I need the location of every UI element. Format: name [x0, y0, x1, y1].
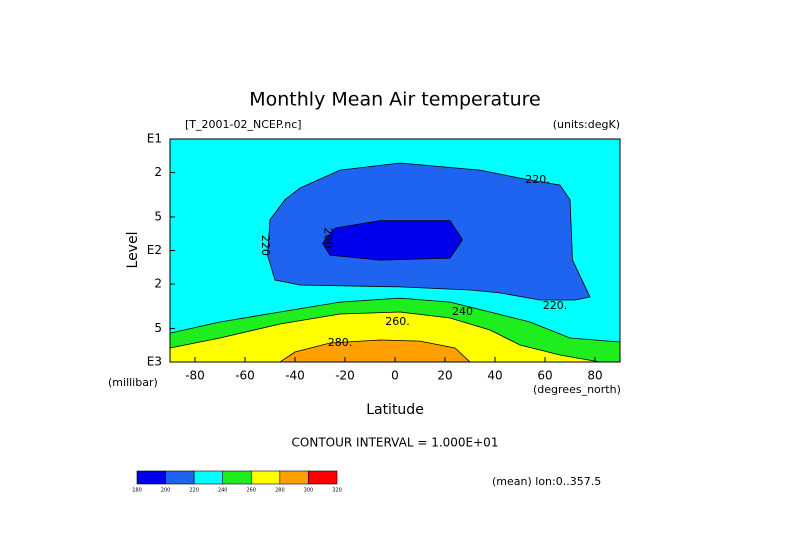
y-axis-label: Level — [125, 232, 141, 269]
colorbar-swatch — [165, 470, 195, 485]
contour-label: 220. — [525, 173, 550, 186]
contour-label: 240 — [452, 305, 473, 318]
contour-region — [170, 311, 601, 362]
contour-label: 220. — [543, 299, 568, 312]
colorbar-swatch — [279, 470, 309, 485]
colorbar-label: 200 — [161, 488, 171, 494]
colorbar-label: 280 — [275, 488, 285, 494]
colorbar-swatch — [193, 470, 224, 485]
colorbar-label: 320 — [332, 488, 342, 494]
contour-label: 280. — [328, 336, 353, 349]
contour-label: 220 — [259, 235, 272, 256]
x-axis-label: Latitude — [366, 402, 424, 418]
contour-label: 260. — [385, 315, 410, 328]
x-tick-label: 40 — [487, 369, 502, 383]
y-tick-label: E2 — [147, 243, 162, 257]
x-tick-label: 80 — [587, 369, 602, 383]
colorbar-label: 220 — [189, 488, 199, 494]
colorbar-label: 300 — [304, 488, 314, 494]
colorbar-label: 260 — [247, 488, 257, 494]
contour-region — [322, 220, 463, 261]
averaging-label: (mean) lon:0..357.5 — [492, 475, 601, 488]
x-tick-label: 60 — [537, 369, 552, 383]
y-tick-label: E3 — [147, 355, 162, 369]
contour-fill — [170, 139, 620, 362]
y-tick-label: 2 — [154, 165, 162, 179]
x-tick-label: 20 — [437, 369, 452, 383]
y-tick-label: 2 — [154, 277, 162, 291]
x-tick-label: -20 — [335, 369, 355, 383]
x-tick-label: -60 — [235, 369, 255, 383]
x-tick-label: 0 — [391, 369, 399, 383]
x-tick-label: -40 — [285, 369, 305, 383]
colorbar-label: 240 — [218, 488, 228, 494]
y-tick-label: E1 — [147, 132, 162, 146]
x-units: (degrees_north) — [533, 383, 621, 396]
units-label: (units:degK) — [553, 118, 620, 131]
x-tick-label: -80 — [185, 369, 205, 383]
y-tick-label: 5 — [154, 209, 162, 223]
colorbar-swatch — [250, 470, 281, 485]
y-units: (millibar) — [108, 376, 158, 389]
contour-region — [279, 339, 471, 362]
contour-label: 200 — [322, 227, 335, 248]
chart-title: Monthly Mean Air temperature — [249, 89, 540, 111]
colorbar-swatch — [136, 470, 166, 485]
contour-interval: CONTOUR INTERVAL = 1.000E+01 — [292, 436, 499, 450]
y-tick-label: 5 — [154, 321, 162, 335]
colorbar-label: 180 — [132, 488, 142, 494]
colorbar-swatch — [222, 470, 252, 485]
dataset-label: [T_2001-02_NCEP.nc] — [185, 118, 302, 131]
colorbar-swatch — [308, 470, 338, 485]
